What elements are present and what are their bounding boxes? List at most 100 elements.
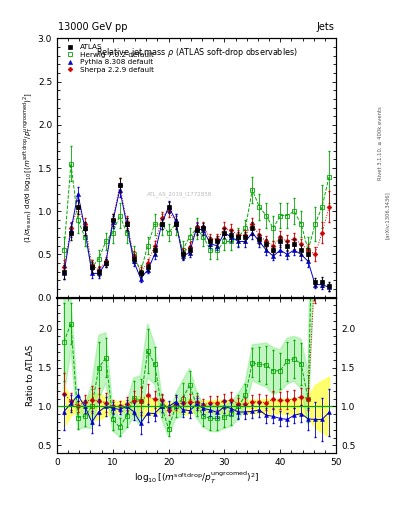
Sherpa 2.2.9 default — [118, 182, 122, 188]
Pythia 8.308 default — [236, 239, 241, 245]
Herwig 7.0.2 default — [285, 212, 290, 219]
Pythia 8.308 default — [313, 282, 318, 288]
Herwig 7.0.2 default — [250, 186, 255, 193]
ATLAS — [243, 234, 248, 240]
ATLAS — [320, 279, 325, 285]
Text: Rivet 3.1.10, ≥ 400k events: Rivet 3.1.10, ≥ 400k events — [378, 106, 383, 180]
ATLAS — [110, 217, 115, 223]
ATLAS — [62, 269, 66, 275]
Sherpa 2.2.9 default — [313, 251, 318, 258]
ATLAS — [285, 243, 290, 249]
Line: Sherpa 2.2.9 default: Sherpa 2.2.9 default — [62, 183, 331, 273]
Sherpa 2.2.9 default — [264, 239, 269, 245]
ATLAS — [313, 279, 318, 285]
Pythia 8.308 default — [257, 239, 262, 245]
X-axis label: $\log_{10}[(m^{\rm soft\,drop}/p_T^{\rm ungroomed})^2]$: $\log_{10}[(m^{\rm soft\,drop}/p_T^{\rm … — [134, 470, 259, 486]
Sherpa 2.2.9 default — [145, 260, 150, 266]
ATLAS — [264, 241, 269, 247]
ATLAS — [250, 225, 255, 231]
Pythia 8.308 default — [138, 275, 143, 282]
Pythia 8.308 default — [145, 267, 150, 273]
Sherpa 2.2.9 default — [194, 224, 199, 230]
ATLAS — [215, 239, 220, 245]
Herwig 7.0.2 default — [83, 234, 87, 240]
Y-axis label: $(1/\sigma_{\rm resum})$ d$\sigma$/d $\log_{10}[(m^{\rm soft\,drop}/p_T^{\rm ung: $(1/\sigma_{\rm resum})$ d$\sigma$/d $\l… — [21, 93, 35, 243]
Sherpa 2.2.9 default — [131, 253, 136, 259]
ATLAS — [180, 251, 185, 258]
Sherpa 2.2.9 default — [208, 236, 213, 242]
Sherpa 2.2.9 default — [201, 224, 206, 230]
Herwig 7.0.2 default — [90, 264, 94, 270]
Herwig 7.0.2 default — [173, 221, 178, 227]
ATLAS — [201, 225, 206, 231]
Herwig 7.0.2 default — [152, 221, 157, 227]
Herwig 7.0.2 default — [124, 230, 129, 236]
Sherpa 2.2.9 default — [271, 243, 275, 249]
Sherpa 2.2.9 default — [292, 236, 296, 242]
ATLAS — [222, 230, 227, 236]
Herwig 7.0.2 default — [75, 217, 80, 223]
Pythia 8.308 default — [118, 186, 122, 193]
Sherpa 2.2.9 default — [222, 225, 227, 231]
Herwig 7.0.2 default — [292, 208, 296, 214]
Sherpa 2.2.9 default — [90, 262, 94, 268]
Sherpa 2.2.9 default — [152, 243, 157, 249]
Pythia 8.308 default — [327, 284, 331, 290]
Y-axis label: Ratio to ATLAS: Ratio to ATLAS — [26, 345, 35, 406]
ATLAS — [187, 247, 192, 253]
Herwig 7.0.2 default — [145, 243, 150, 249]
Herwig 7.0.2 default — [187, 234, 192, 240]
Pythia 8.308 default — [180, 253, 185, 259]
ATLAS — [159, 221, 164, 227]
Herwig 7.0.2 default — [131, 251, 136, 258]
Pythia 8.308 default — [201, 227, 206, 233]
Pythia 8.308 default — [243, 239, 248, 245]
Sherpa 2.2.9 default — [320, 230, 325, 236]
ATLAS — [118, 182, 122, 188]
ATLAS — [173, 221, 178, 227]
Pythia 8.308 default — [264, 247, 269, 253]
Herwig 7.0.2 default — [194, 225, 199, 231]
Pythia 8.308 default — [299, 251, 303, 258]
Herwig 7.0.2 default — [306, 247, 310, 253]
Herwig 7.0.2 default — [313, 221, 318, 227]
Pythia 8.308 default — [166, 204, 171, 210]
Sherpa 2.2.9 default — [97, 267, 101, 273]
Pythia 8.308 default — [208, 241, 213, 247]
Pythia 8.308 default — [152, 251, 157, 258]
Sherpa 2.2.9 default — [257, 232, 262, 239]
Herwig 7.0.2 default — [271, 225, 275, 231]
Pythia 8.308 default — [131, 258, 136, 264]
Sherpa 2.2.9 default — [236, 232, 241, 239]
ATLAS — [166, 204, 171, 210]
Herwig 7.0.2 default — [97, 255, 101, 262]
Herwig 7.0.2 default — [159, 221, 164, 227]
Sherpa 2.2.9 default — [166, 208, 171, 214]
Sherpa 2.2.9 default — [62, 264, 66, 270]
Herwig 7.0.2 default — [222, 239, 227, 245]
Line: Pythia 8.308 default: Pythia 8.308 default — [62, 187, 331, 289]
Pythia 8.308 default — [90, 270, 94, 276]
Sherpa 2.2.9 default — [138, 269, 143, 275]
Pythia 8.308 default — [222, 230, 227, 236]
Sherpa 2.2.9 default — [159, 215, 164, 221]
Pythia 8.308 default — [306, 258, 310, 264]
Pythia 8.308 default — [229, 234, 234, 240]
Pythia 8.308 default — [124, 221, 129, 227]
Sherpa 2.2.9 default — [229, 227, 234, 233]
ATLAS — [278, 239, 283, 245]
Sherpa 2.2.9 default — [285, 239, 290, 245]
Sherpa 2.2.9 default — [180, 249, 185, 255]
Herwig 7.0.2 default — [103, 239, 108, 245]
Sherpa 2.2.9 default — [173, 219, 178, 225]
Sherpa 2.2.9 default — [327, 204, 331, 210]
Herwig 7.0.2 default — [215, 247, 220, 253]
ATLAS — [257, 236, 262, 242]
ATLAS — [68, 230, 73, 236]
Herwig 7.0.2 default — [299, 221, 303, 227]
Sherpa 2.2.9 default — [124, 219, 129, 225]
Pythia 8.308 default — [320, 282, 325, 288]
Herwig 7.0.2 default — [257, 204, 262, 210]
Sherpa 2.2.9 default — [278, 234, 283, 240]
Pythia 8.308 default — [75, 191, 80, 197]
